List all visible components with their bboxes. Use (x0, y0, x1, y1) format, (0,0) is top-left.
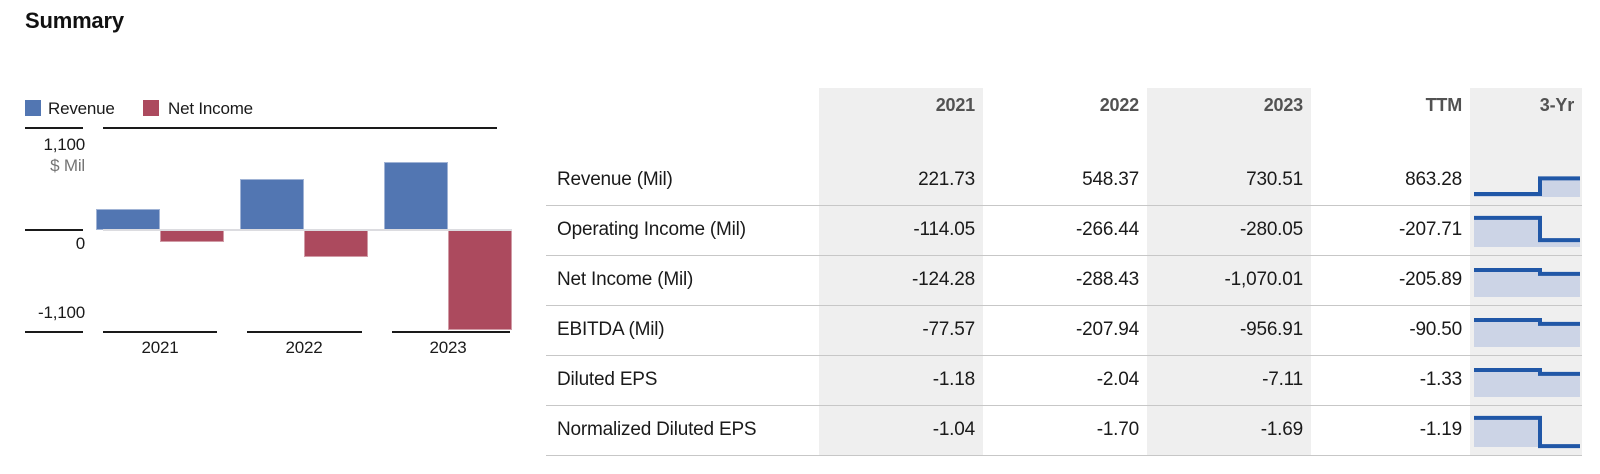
revenue-net-income-chart: Revenue Net Income 1,100 $ Mil 0 -1,100 … (0, 0, 530, 474)
cell-2021: -114.05 (913, 219, 975, 240)
row-label: Operating Income (Mil) (557, 219, 746, 240)
net-income-legend-label: Net Income (168, 99, 253, 118)
table-row-revenue-mil-: Revenue (Mil) 221.73 548.37 730.51 863.28 (0, 155, 1600, 205)
row-label: Net Income (Mil) (557, 269, 694, 290)
row-separator (546, 405, 1582, 406)
table-row-diluted-eps: Diluted EPS -1.18 -2.04 -7.11 -1.33 (0, 355, 1600, 405)
column-shade-2023 (1147, 88, 1311, 456)
cell-2022: 548.37 (1082, 169, 1139, 190)
zero-gridline (103, 229, 512, 231)
cell-ttm: -207.71 (1398, 219, 1462, 240)
x-baseline-2021 (103, 331, 217, 333)
trend-sparkline (1474, 318, 1580, 347)
net-income-legend-swatch-icon (143, 100, 159, 116)
net-income-bar-2023 (448, 230, 512, 331)
cell-2021: -77.57 (922, 319, 975, 340)
y-axis-unit-label: $ Mil (50, 156, 85, 175)
row-label: Diluted EPS (557, 369, 658, 390)
cell-2021: -1.04 (932, 419, 976, 440)
cell-2023: -280.05 (1239, 219, 1303, 240)
x-baseline-2022 (247, 331, 362, 333)
cell-2022: -266.44 (1075, 219, 1139, 240)
cell-2021: -124.28 (911, 269, 975, 290)
trend-sparkline (1474, 368, 1580, 397)
trend-sparkline (1474, 268, 1580, 297)
x-axis-label-2021: 2021 (141, 338, 179, 357)
x-axis-label-2022: 2022 (285, 338, 323, 357)
trend-sparkline (1474, 415, 1580, 449)
revenue-bar-2023 (384, 161, 448, 230)
y-tick-bottom (25, 331, 83, 333)
column-header-2021: 2021 (935, 95, 975, 115)
trend-sparkline (1474, 176, 1580, 197)
cell-2023: -1,070.01 (1224, 269, 1304, 290)
table-row-normalized-diluted-eps: Normalized Diluted EPS -1.04 -1.70 -1.69 -1.… (0, 405, 1600, 455)
cell-2021: -1.18 (932, 369, 976, 390)
row-label: Normalized Diluted EPS (557, 419, 757, 440)
cell-ttm: -205.89 (1398, 269, 1462, 290)
table-row-operating-income-mil-: Operating Income (Mil) -114.05 -266.44 -280… (0, 205, 1600, 255)
revenue-legend-label: Revenue (48, 99, 115, 118)
cell-ttm: -90.50 (1409, 319, 1462, 340)
table-header-row: 2021 2022 2023 TTM 3-Yr (0, 0, 1600, 130)
cell-2023: -7.11 (1262, 369, 1303, 390)
trend-sparkline (1474, 215, 1580, 247)
page-title: Summary (25, 8, 124, 33)
cell-2022: -2.04 (1096, 369, 1140, 390)
revenue-legend-swatch-icon (25, 100, 41, 116)
y-axis-label-bottom: -1,100 (37, 303, 85, 322)
cell-2022: -288.43 (1075, 269, 1139, 290)
row-label: Revenue (Mil) (557, 169, 673, 190)
row-separator (546, 205, 1582, 206)
net-income-bar-2022 (304, 230, 368, 257)
cell-2022: -1.70 (1096, 419, 1140, 440)
column-header-2023: 2023 (1263, 95, 1303, 115)
y-tick-top (25, 127, 83, 129)
cell-2023: 730.51 (1246, 169, 1303, 190)
cell-ttm: -1.19 (1419, 419, 1463, 440)
table-row-net-income-mil-: Net Income (Mil) -124.28 -288.43 -1,070.01 -… (0, 255, 1600, 305)
cell-ttm: 863.28 (1405, 169, 1462, 190)
row-separator (546, 305, 1582, 306)
x-axis-label-2023: 2023 (429, 338, 467, 357)
column-header-2022: 2022 (1099, 95, 1139, 115)
x-axis-labels: 2021 2022 2023 (0, 0, 530, 474)
cell-2023: -1.69 (1260, 419, 1304, 440)
row-separator (546, 255, 1582, 256)
bars-layer (0, 0, 530, 474)
column-header-3-yr: 3-Yr (1539, 95, 1574, 115)
row-separator (546, 355, 1582, 356)
column-shade-2021 (819, 88, 983, 456)
column-header-ttm: TTM (1425, 95, 1463, 115)
cell-ttm: -1.33 (1419, 369, 1463, 390)
row-label: EBITDA (Mil) (557, 319, 665, 340)
cell-2023: -956.91 (1239, 319, 1303, 340)
x-baseline-2023 (392, 331, 510, 333)
y-axis-label-zero: 0 (75, 234, 85, 253)
row-separator (546, 455, 1582, 456)
table-row-ebitda-mil-: EBITDA (Mil) -77.57 -207.94 -956.91 -90.50 (0, 305, 1600, 355)
y-axis-label-top: 1,100 (43, 135, 85, 154)
cell-2022: -207.94 (1075, 319, 1139, 340)
y-tick-zero (25, 229, 83, 231)
cell-2021: 221.73 (918, 169, 975, 190)
plot-top-border (103, 127, 497, 129)
